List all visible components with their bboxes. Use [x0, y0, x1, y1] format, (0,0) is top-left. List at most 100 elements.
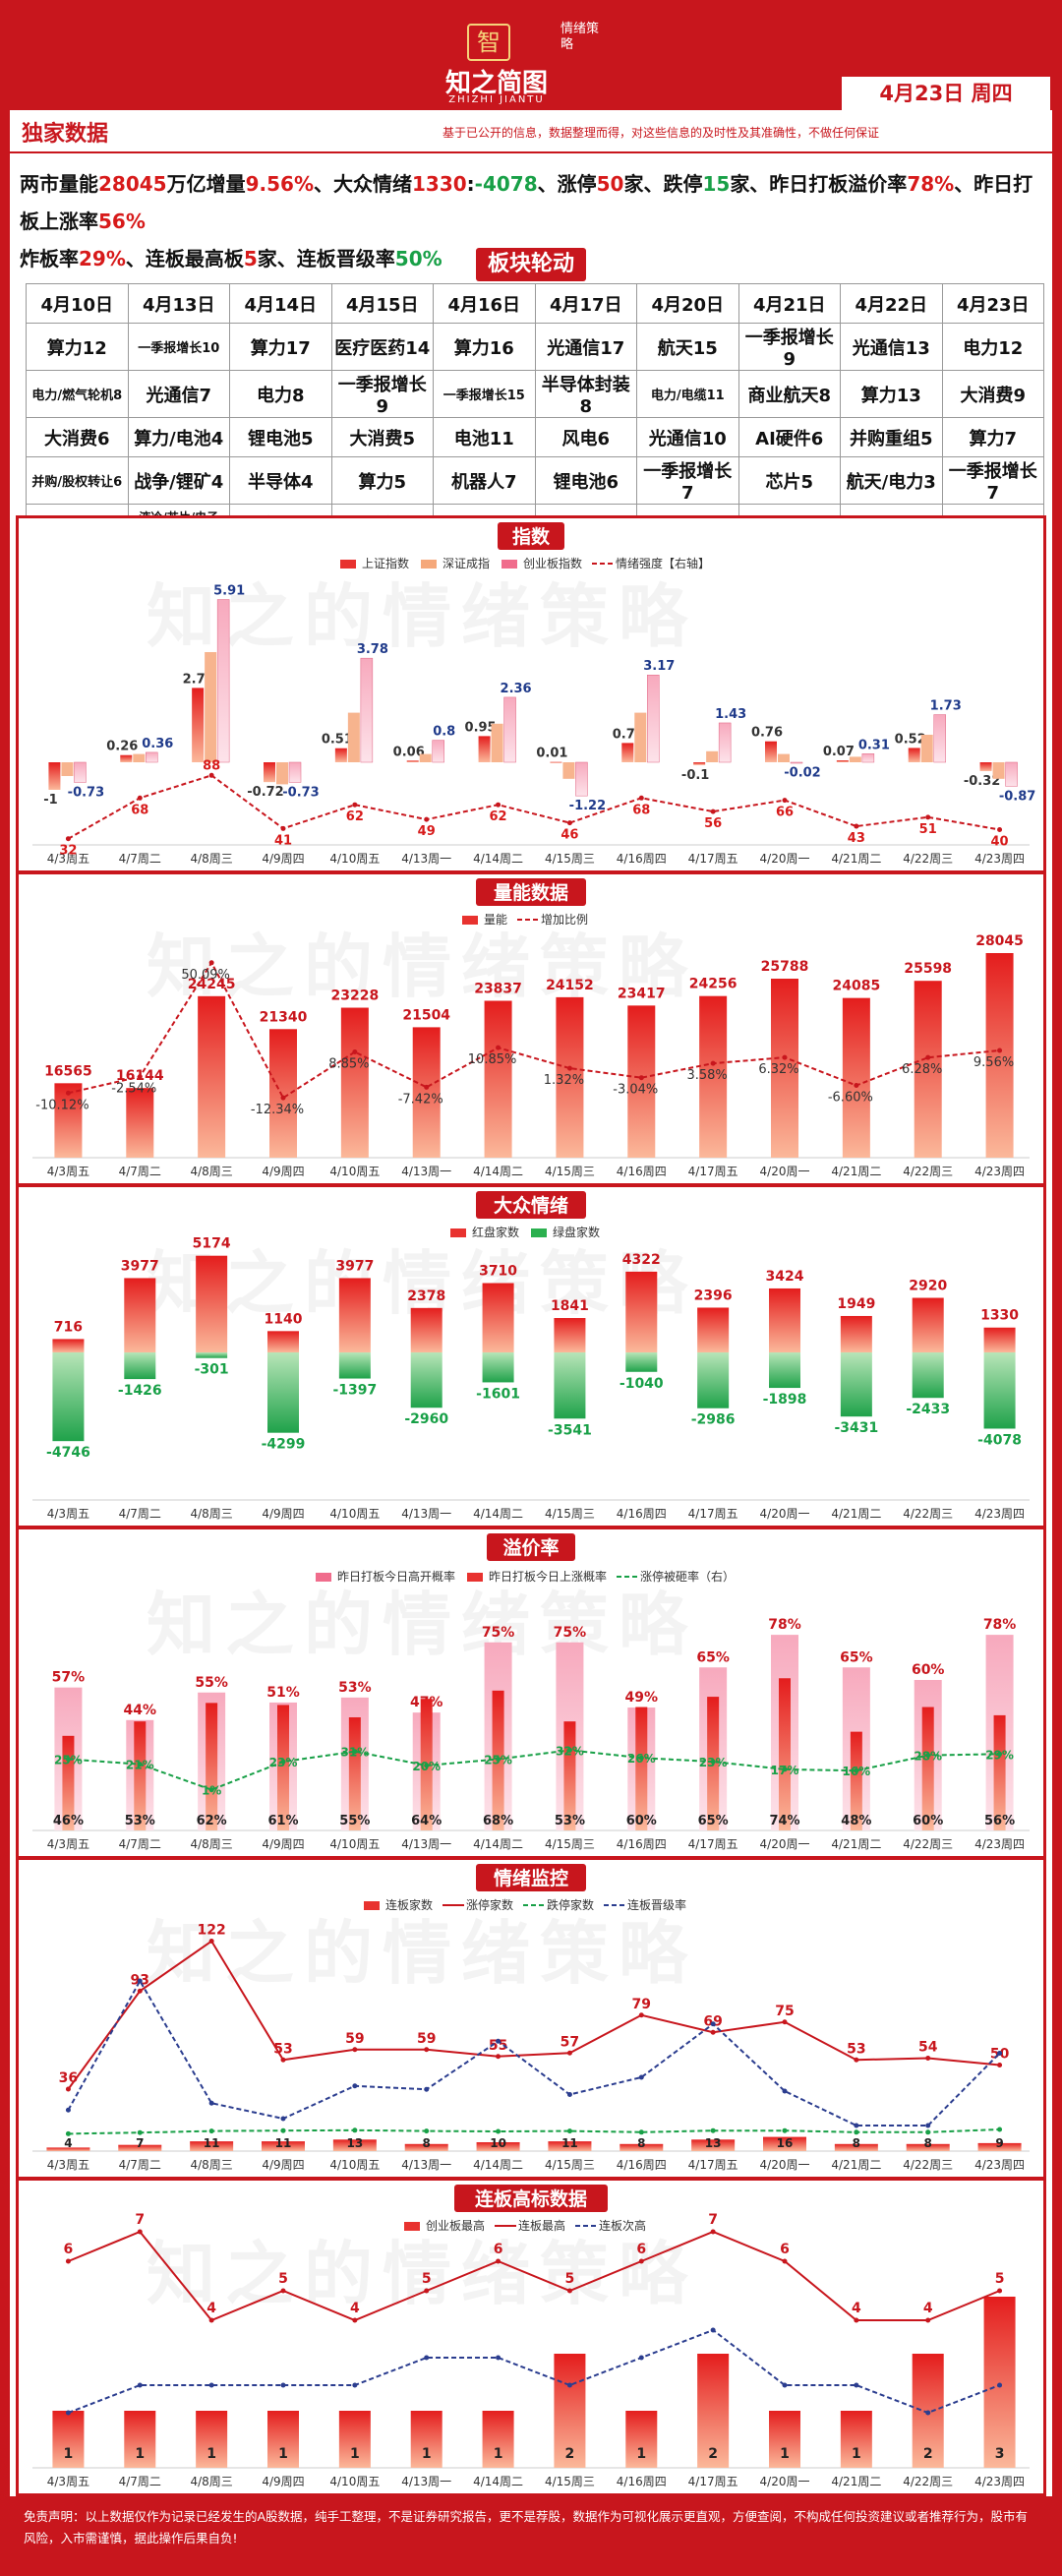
limit-down-line-point	[782, 2127, 788, 2133]
red-count-label: 1841	[551, 1298, 589, 1314]
rise-bar	[206, 1703, 218, 1830]
panel-monitor: 知之的情绪策略 情绪监控 4/3周五 4/7周二 4/8周三 4/9周四 4/10周五 4/1…	[16, 1857, 1046, 2180]
x-tick-label: 4/17周五	[688, 1837, 738, 1851]
emotion-line	[67, 774, 1000, 840]
section-title-bg	[476, 1191, 586, 1219]
high-open-label: 75%	[482, 1625, 515, 1641]
promotion-line-point	[496, 2038, 502, 2044]
bar-sh	[48, 762, 61, 790]
ratio-label: 8.85%	[328, 1057, 369, 1072]
x-tick-label: 4/7周二	[119, 1507, 161, 1521]
streak-bar	[834, 2143, 878, 2151]
limit-up-label: 55	[489, 2038, 507, 2054]
green-count-label: -4746	[46, 1445, 90, 1461]
smash-label: 28%	[914, 1750, 942, 1764]
red-count-label: 2920	[909, 1279, 947, 1294]
volume-label: 24245	[188, 977, 236, 992]
emotion-label: 41	[274, 833, 292, 848]
high-open-label: 49%	[625, 1690, 659, 1706]
max-board-label: 5	[995, 2271, 1005, 2287]
x-tick-label: 4/15周三	[545, 2475, 595, 2488]
legend-swatch	[316, 1573, 331, 1582]
ratio-line-point	[638, 1075, 644, 1081]
volume-bar	[269, 1029, 297, 1158]
stat-fragment: 78%	[907, 172, 955, 196]
second-board-line-point	[710, 2327, 716, 2333]
max-board-line-point	[496, 2258, 502, 2264]
bar-sh	[264, 762, 275, 783]
data-label: 0.76	[751, 726, 783, 741]
rotation-cell: 大消费6	[26, 417, 129, 457]
x-tick-label: 4/16周四	[617, 852, 667, 866]
x-tick-label: 4/16周四	[617, 1507, 667, 1521]
x-tick-label: 4/3周五	[47, 852, 89, 866]
rise-label: 74%	[769, 1814, 799, 1828]
stat-fragment: -4078	[474, 172, 538, 196]
bar-sh	[550, 761, 562, 763]
rotation-cell: 算力/电池4	[127, 417, 230, 457]
green-count-bar	[554, 1352, 586, 1419]
x-tick-label: 4/22周三	[903, 2475, 953, 2488]
rotation-cell: 风电6	[534, 417, 637, 457]
data-label: 0.07	[823, 745, 855, 759]
max-board-label: 4	[206, 2301, 216, 2316]
green-count-label: -3431	[834, 1420, 878, 1436]
rotation-cell: 算力17	[229, 323, 332, 371]
limit-up-line-point	[208, 1939, 214, 1944]
bar-sz	[706, 750, 719, 762]
emotion-line-point	[208, 772, 214, 778]
high-open-label: 78%	[768, 1617, 801, 1633]
limit-up-label: 79	[632, 1997, 651, 2012]
green-count-bar	[625, 1352, 658, 1372]
data-label: 0.7	[613, 727, 635, 742]
x-tick-label: 4/13周一	[401, 852, 451, 866]
rise-label: 68%	[483, 1814, 513, 1828]
bar-sz	[205, 652, 217, 762]
red-count-bar	[554, 1318, 586, 1352]
max-board-line-point	[137, 2229, 143, 2235]
promotion-line-point	[65, 2107, 71, 2113]
x-tick-label: 4/13周一	[401, 1507, 451, 1521]
volume-bar	[54, 1083, 83, 1158]
second-board-line-point	[137, 2382, 143, 2388]
smash-line	[68, 1749, 1000, 1791]
rise-label: 53%	[125, 1814, 155, 1828]
bar-cy	[933, 714, 946, 763]
red-count-bar	[840, 1315, 872, 1352]
max-board-label: 6	[494, 2242, 503, 2257]
rotation-date: 4月16日	[433, 283, 536, 324]
rotation-cell: 电力/电缆11	[636, 370, 739, 418]
rotation-date: 4月14日	[229, 283, 332, 324]
rotation-cell: 一季报增长10	[127, 323, 230, 371]
green-count-label: -1898	[763, 1392, 807, 1408]
max-board-line-point	[638, 2258, 644, 2264]
stat-fragment: 1330	[411, 172, 467, 196]
x-tick-label: 4/7周二	[119, 1165, 161, 1178]
legend-label: 涨停被砸率（右）	[640, 1569, 735, 1584]
rotation-cell: 并购/股权转让6	[26, 456, 129, 505]
smash-label: 26%	[627, 1752, 656, 1766]
volume-label: 23837	[474, 982, 522, 997]
data-label: 0.8	[433, 725, 455, 740]
volume-bar	[699, 995, 728, 1158]
ratio-label: 9.56%	[974, 1055, 1014, 1070]
rotation-cell: 航天/电力3	[840, 456, 943, 505]
smash-label: 23%	[699, 1756, 728, 1769]
max-board-label: 6	[780, 2242, 790, 2257]
data-label: 0.01	[536, 747, 567, 761]
rise-bar	[563, 1721, 576, 1830]
rise-label: 64%	[411, 1814, 442, 1828]
smash-line-point	[854, 1767, 859, 1773]
data-label: 0.26	[106, 740, 138, 754]
second-board-line	[68, 2328, 1000, 2415]
emotion-line-point	[782, 798, 788, 804]
max-board-line-point	[854, 2317, 859, 2323]
x-tick-label: 4/16周四	[617, 1837, 667, 1851]
bar-sz	[419, 753, 432, 762]
max-board-label: 7	[135, 2212, 145, 2228]
rotation-cell: 大消费5	[330, 417, 434, 457]
date-label: 4月23日 周四	[842, 77, 1050, 110]
red-count-label: 1140	[265, 1311, 303, 1327]
green-count-bar	[482, 1352, 514, 1383]
promotion-line-point	[925, 2123, 931, 2128]
